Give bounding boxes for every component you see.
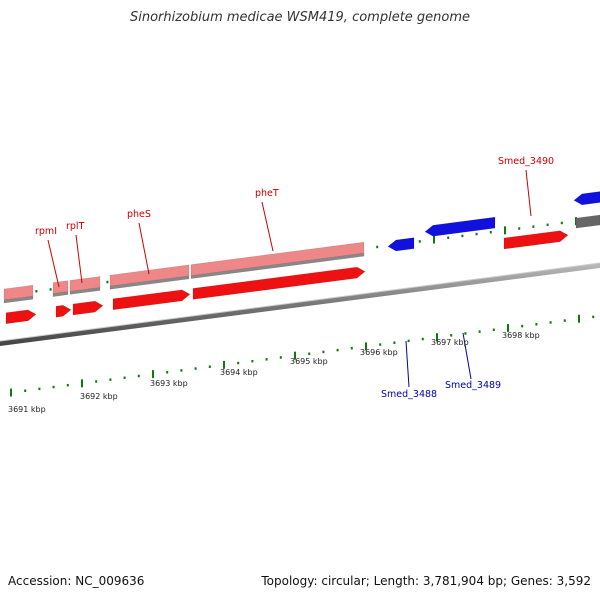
- map-title: Sinorhizobium medicae WSM419, complete g…: [129, 10, 471, 25]
- genome-stats-text: Topology: circular; Length: 3,781,904 bp…: [261, 574, 591, 588]
- gene-label-forward: pheT: [255, 188, 279, 199]
- ruler-label: 3694 kbp: [220, 368, 258, 377]
- forward-gene-arrow: [112, 289, 191, 311]
- ruler-label: 3696 kbp: [360, 348, 398, 357]
- forward-gene-arrow: [5, 309, 37, 325]
- gene-label-forward: rplT: [66, 221, 85, 232]
- callout-line: [138, 222, 150, 275]
- gene-bar-shadow: [52, 291, 69, 297]
- callout-line: [261, 201, 274, 252]
- backbone-highlight: [0, 262, 600, 342]
- gene-bar-shadow: [3, 295, 34, 304]
- forward-gene-arrow: [72, 300, 104, 316]
- backbone-band: [0, 263, 600, 346]
- genome-backbone: [0, 262, 600, 346]
- ruler-label: 3695 kbp: [290, 357, 328, 366]
- gene-bar-shadow: [109, 275, 190, 290]
- ruler-label: 3697 kbp: [431, 338, 469, 347]
- reverse-gene-arrow: [387, 237, 415, 252]
- gene-label-forward: pheS: [127, 209, 151, 220]
- gene-bar-shadow: [190, 252, 365, 280]
- callout-line: [462, 332, 472, 380]
- ruler-labels: 3691 kbp 3692 kbp 3693 kbp 3694 kbp 3695 kbp…: [8, 331, 540, 414]
- ruler-label: 3692 kbp: [80, 392, 118, 401]
- callout-line: [405, 340, 410, 388]
- ruler-label: 3698 kbp: [502, 331, 540, 340]
- gene-features: [3, 191, 600, 325]
- gene-label-forward: rpmI: [35, 226, 57, 237]
- callout-line: [75, 234, 83, 284]
- callout-line: [47, 239, 60, 288]
- ruler-label: 3693 kbp: [150, 379, 188, 388]
- forward-gene-arrow: [503, 230, 569, 250]
- gene-label-reverse: Smed_3488: [381, 389, 437, 400]
- callout-line: [525, 169, 532, 217]
- forward-gene-arrow: [55, 304, 72, 318]
- reverse-gene-arrow: [573, 191, 600, 206]
- gene-bar-shadow: [69, 287, 101, 295]
- gene-callouts: rpmI rplT pheS pheT Smed_3490 Smed_3488 Smed_3…: [35, 156, 554, 400]
- reverse-gene-arrow: [424, 216, 496, 237]
- gene-label-forward: Smed_3490: [498, 156, 554, 167]
- ruler-label: 3691 kbp: [8, 405, 46, 414]
- gene-label-reverse: Smed_3489: [445, 380, 501, 391]
- accession-text: Accession: NC_009636: [8, 574, 145, 588]
- forward-gene-arrow: [192, 266, 366, 300]
- other-gene-bar: [575, 214, 600, 229]
